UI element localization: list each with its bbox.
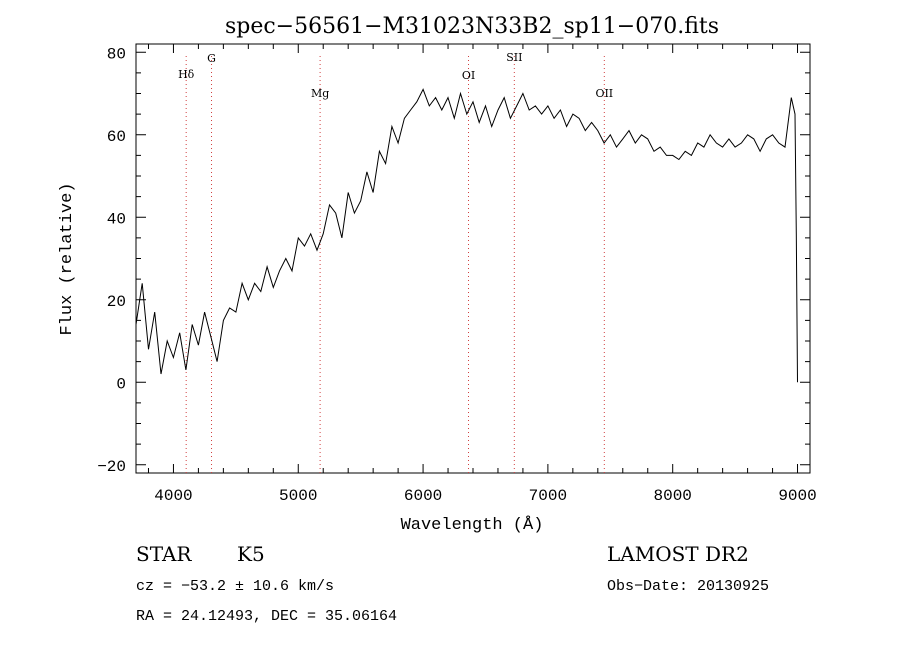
x-tick-label: 8000: [654, 487, 692, 505]
spectral-line-markers: Hδ G Mg OI SII OII: [178, 51, 613, 473]
object-class: STAR: [136, 542, 192, 566]
x-tick-label: 5000: [279, 487, 317, 505]
spectrum-series: [136, 88, 798, 383]
x-tick-label: 6000: [404, 487, 442, 505]
plot-frame: [135, 43, 811, 474]
y-tick-label: 60: [107, 128, 126, 146]
x-tick-label: 4000: [154, 487, 192, 505]
y-tick-label: −20: [97, 458, 126, 476]
spectral-line-label: OI: [462, 69, 475, 82]
spectral-line-label: Hδ: [178, 68, 195, 81]
spectrum-line: [136, 88, 798, 383]
y-tick-label: 0: [116, 375, 126, 393]
spectral-line-label: SII: [506, 51, 522, 64]
x-tick-label: 7000: [529, 487, 567, 505]
chart-title: spec−56561−M31023N33B2_sp11−070.fits: [225, 14, 719, 39]
object-subclass: K5: [237, 542, 265, 566]
redshift-cz: cz = −53.2 ± 10.6 km/s: [136, 578, 334, 595]
y-axis-label: Flux (relative): [58, 182, 77, 335]
x-tick-label: 9000: [778, 487, 816, 505]
survey-name: LAMOST DR2: [607, 542, 749, 566]
y-tick-label: 40: [107, 210, 126, 228]
y-tick-label: 80: [107, 45, 126, 63]
obs-date: Obs−Date: 20130925: [607, 578, 769, 595]
spectral-line-label: Mg: [311, 87, 329, 100]
spectral-line-label: OII: [595, 87, 613, 100]
x-axis-label: Wavelength (Å): [401, 516, 544, 535]
ra-dec: RA = 24.12493, DEC = 35.06164: [136, 608, 397, 625]
y-tick-label: 20: [107, 293, 126, 311]
spectral-line-label: G: [207, 52, 216, 65]
axis-ticks: 4000 5000 6000 7000 8000 9000 −20 0 20 40 60 80: [97, 44, 817, 505]
